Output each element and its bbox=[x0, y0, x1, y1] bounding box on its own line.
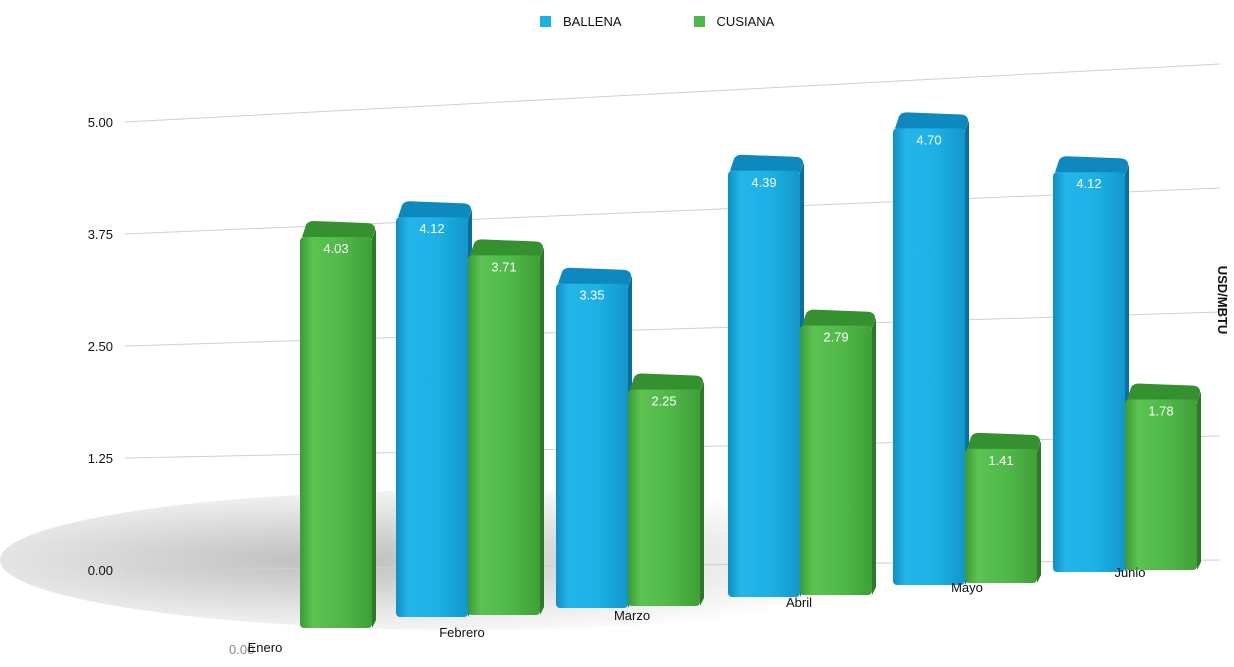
bar-front bbox=[300, 237, 372, 628]
bar-front bbox=[628, 390, 700, 607]
bar-side bbox=[1037, 441, 1041, 583]
data-label: 1.78 bbox=[1148, 404, 1173, 419]
data-label: 4.39 bbox=[751, 175, 776, 190]
bar-front bbox=[728, 171, 800, 597]
x-tick-label: Mayo bbox=[951, 580, 983, 595]
data-label: 4.70 bbox=[916, 132, 941, 147]
bar-side bbox=[872, 318, 876, 595]
bar-front bbox=[396, 217, 468, 617]
legend: BALLENA CUSIANA bbox=[540, 14, 774, 29]
bar-top bbox=[895, 112, 968, 130]
x-tick-label: Abril bbox=[786, 595, 812, 610]
bar-top bbox=[398, 201, 471, 219]
bar-ballena-abril: 4.39 bbox=[728, 155, 804, 597]
legend-item-cusiana: CUSIANA bbox=[694, 14, 775, 29]
y-tick-label: 2.50 bbox=[88, 339, 113, 354]
bar-cusiana-abril: 2.79 bbox=[800, 310, 876, 595]
bar-cusiana-mayo: 1.41 bbox=[965, 433, 1041, 583]
bar-top bbox=[302, 221, 375, 239]
bar-ballena-marzo: 3.35 bbox=[556, 268, 632, 608]
data-label: 4.12 bbox=[419, 221, 444, 236]
data-label: 1.41 bbox=[988, 453, 1013, 468]
legend-item-ballena: BALLENA bbox=[540, 14, 622, 29]
bar-ballena-febrero: 4.12 bbox=[396, 201, 472, 617]
data-label: 4.03 bbox=[323, 241, 348, 256]
data-label: 4.12 bbox=[1076, 176, 1101, 191]
y-axis: 0.00 1.25 2.50 3.75 5.00 bbox=[88, 115, 113, 578]
y-tick-label: 1.25 bbox=[88, 451, 113, 466]
bar-cusiana-marzo: 2.25 bbox=[628, 374, 704, 607]
x-tick-label: Junio bbox=[1114, 565, 1145, 580]
bar-side bbox=[372, 229, 376, 628]
bar-cusiana-febrero: 3.71 bbox=[468, 239, 544, 615]
bar-front bbox=[893, 128, 965, 585]
bar-front bbox=[1125, 400, 1197, 570]
bar-side bbox=[1197, 392, 1201, 570]
bar-top bbox=[630, 374, 703, 392]
bar-top bbox=[1055, 156, 1128, 174]
bar-front bbox=[556, 284, 628, 608]
bar-side bbox=[700, 382, 704, 607]
bar-top bbox=[558, 268, 631, 286]
data-label: 3.71 bbox=[491, 259, 516, 274]
legend-label-cusiana: CUSIANA bbox=[717, 14, 775, 29]
x-tick-label: Febrero bbox=[439, 625, 485, 640]
bar-front bbox=[965, 449, 1037, 583]
bar-top bbox=[1127, 384, 1200, 402]
data-label: 3.35 bbox=[579, 288, 604, 303]
bar-cusiana-enero: 4.03 bbox=[300, 221, 376, 628]
y-tick-label: 0.00 bbox=[88, 563, 113, 578]
legend-label-ballena: BALLENA bbox=[563, 14, 622, 29]
bar-cusiana-junio: 1.78 bbox=[1125, 384, 1201, 570]
y-tick-label: 3.75 bbox=[88, 227, 113, 242]
y-tick-label: 5.00 bbox=[88, 115, 113, 130]
data-label: 2.25 bbox=[651, 394, 676, 409]
x-tick-label: Marzo bbox=[614, 608, 650, 623]
bar-side bbox=[540, 247, 544, 615]
bar-ballena-mayo: 4.70 bbox=[893, 112, 969, 585]
legend-swatch-ballena bbox=[540, 16, 551, 27]
bar-top bbox=[470, 239, 543, 257]
bar-front bbox=[1053, 172, 1125, 572]
x-tick-label: Enero bbox=[248, 640, 283, 655]
bar-top bbox=[802, 310, 875, 328]
data-label: 2.79 bbox=[823, 330, 848, 345]
bar-top bbox=[730, 155, 803, 173]
y-axis-label: USD/MBTU bbox=[1215, 266, 1230, 335]
bar-ballena-junio: 4.12 bbox=[1053, 156, 1129, 572]
bar-top bbox=[967, 433, 1040, 451]
legend-swatch-cusiana bbox=[694, 16, 705, 27]
bar-front bbox=[800, 326, 872, 595]
gridline bbox=[125, 64, 1220, 122]
bar-front bbox=[468, 255, 540, 615]
